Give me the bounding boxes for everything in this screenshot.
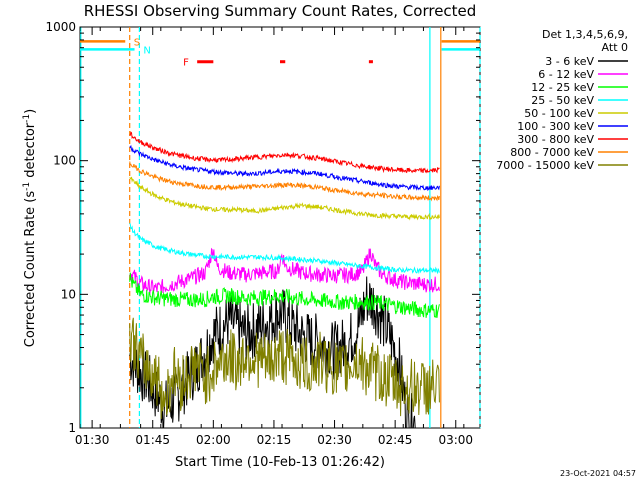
annotation-f: F xyxy=(183,58,189,69)
x-tick-label: 01:30 xyxy=(75,433,110,447)
legend-header-detectors: Det 1,3,4,5,6,9, xyxy=(542,28,628,41)
x-tick-label: 02:45 xyxy=(378,433,413,447)
series-line-1 xyxy=(129,247,440,296)
y-axis-label-end: ) xyxy=(23,109,38,114)
y-tick-label: 100 xyxy=(53,154,76,168)
annotation-n: N xyxy=(143,45,150,56)
legend-entry-label: 25 - 50 keV xyxy=(531,94,594,107)
x-tick-label: 02:30 xyxy=(317,433,352,447)
y-axis-ticks: 1 10 100 1000 xyxy=(45,20,480,435)
series-line-8 xyxy=(129,317,440,419)
generation-timestamp: 23-Oct-2021 04:57 xyxy=(560,469,636,478)
legend-entry-label: 12 - 25 keV xyxy=(531,81,594,94)
series-line-6 xyxy=(129,131,440,174)
y-axis-label-sup2: -1 xyxy=(22,114,32,123)
series-line-7 xyxy=(129,161,440,202)
series-line-5 xyxy=(129,144,440,192)
annotation-s: S xyxy=(134,37,140,48)
y-tick-label: 1000 xyxy=(45,20,76,34)
y-axis-label-sup1: -1 xyxy=(22,182,32,191)
x-tick-label: 02:15 xyxy=(257,433,292,447)
observing-markers: SN F xyxy=(80,27,481,428)
legend-entry-label: 800 - 7000 keV xyxy=(510,146,594,159)
x-axis-ticks: 01:30 01:45 02:00 02:15 02:30 02:45 03:00 xyxy=(75,27,473,447)
series-line-4 xyxy=(129,176,440,221)
legend-header-attenuator: Att 0 xyxy=(602,41,628,54)
legend-entry-label: 7000 - 15000 keV xyxy=(496,159,594,172)
y-tick-label: 1 xyxy=(68,421,76,435)
x-tick-label: 01:45 xyxy=(135,433,170,447)
series-line-3 xyxy=(129,222,440,275)
legend-entry-label: 6 - 12 keV xyxy=(538,68,594,81)
x-axis-label: Start Time (10-Feb-13 01:26:42) xyxy=(175,455,385,470)
legend-entry-label: 300 - 800 keV xyxy=(517,133,594,146)
y-tick-label: 10 xyxy=(61,287,76,301)
chart-title: RHESSI Observing Summary Count Rates, Co… xyxy=(84,2,477,20)
x-tick-label: 03:00 xyxy=(438,433,473,447)
x-tick-label: 02:00 xyxy=(196,433,231,447)
y-axis-label-main: Corrected Count Rate (s xyxy=(23,191,38,348)
y-axis-label-mid: detector xyxy=(23,122,38,182)
legend-entry-label: 100 - 300 keV xyxy=(517,120,594,133)
series-line-2 xyxy=(129,272,440,318)
legend-entry-label: 50 - 100 keV xyxy=(524,107,594,120)
legend-entry-label: 3 - 6 keV xyxy=(545,55,594,68)
y-axis-label: Corrected Count Rate (s-1 detector-1) xyxy=(22,109,38,347)
series-lines xyxy=(129,131,440,429)
